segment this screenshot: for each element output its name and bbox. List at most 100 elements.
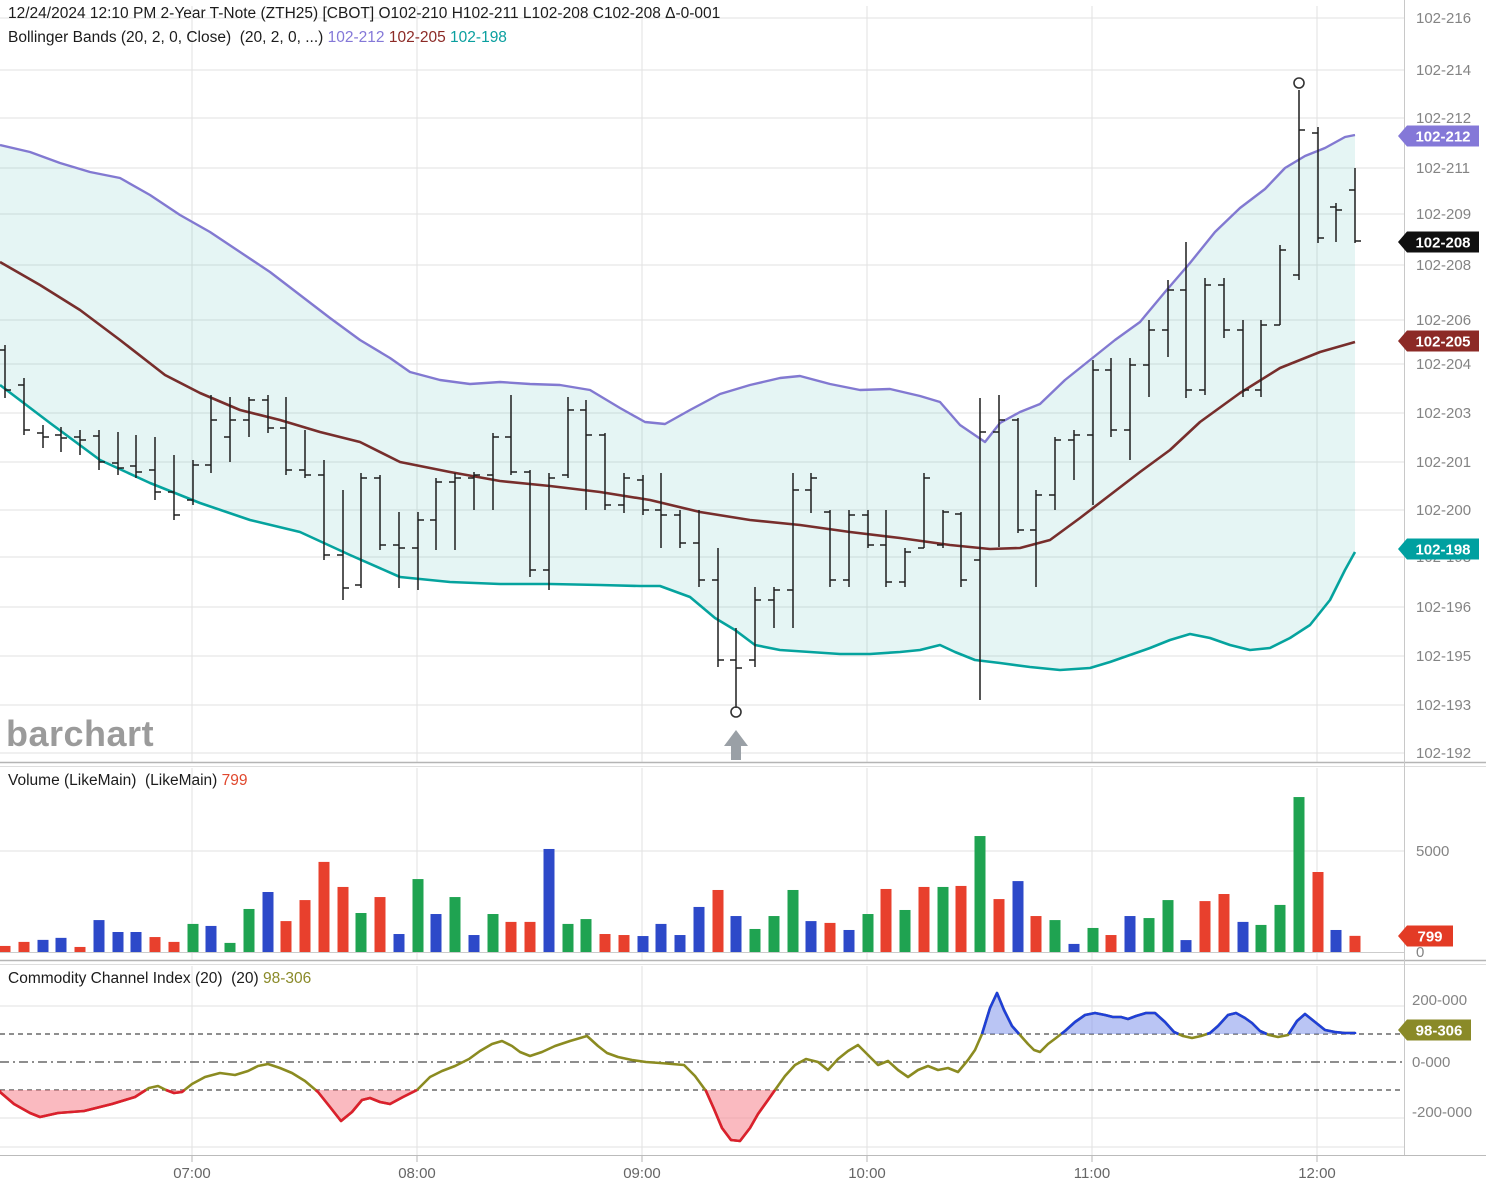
svg-text:102-206: 102-206 [1416,312,1471,329]
volume-bar [430,914,442,952]
volume-label: Volume (LikeMain) (LikeMain) [8,772,222,789]
svg-text:102-200: 102-200 [1416,502,1471,519]
volume-bar [618,935,630,952]
volume-bar [55,937,67,952]
volume-bar [1162,900,1174,952]
volume-bar [149,937,161,952]
volume-bar [280,921,292,952]
volume-bar [37,939,49,952]
volume-bar [1274,904,1286,952]
volume-bar [1030,916,1042,952]
volume-bar [1087,927,1099,952]
svg-text:102-208: 102-208 [1415,235,1470,252]
volume-bar [524,921,536,952]
cci-panel-title[interactable]: Commodity Channel Index (20) (20) 98-306 [8,970,311,988]
volume-bar [843,929,855,952]
volume-bar [93,920,105,952]
svg-text:102-212: 102-212 [1416,110,1471,127]
volume-bar [337,886,349,952]
volume-bar [18,941,30,952]
volume-bar [1312,872,1324,952]
svg-text:102-193: 102-193 [1416,697,1471,714]
up-arrow-annotation [724,730,748,760]
svg-text:200-000: 200-000 [1412,992,1467,1009]
volume-bar [599,934,611,952]
volume-bar [918,886,930,952]
volume-bar [824,922,836,952]
volume-bar [693,906,705,952]
volume-bar [880,888,892,952]
volume-bar [318,861,330,952]
volume-bar [768,916,780,952]
svg-text:102-212: 102-212 [1415,129,1470,146]
volume-bar [712,889,724,952]
volume-bar [0,945,11,952]
volume-bar [899,909,911,952]
volume-bar [112,932,124,952]
chart-header-ohlc: 12/24/2024 12:10 PM 2-Year T-Note (ZTH25… [8,5,721,22]
cci-oversold-fill [315,1090,417,1121]
panel-separators [0,0,1486,1156]
volume-bar [1237,921,1249,952]
volume-bar [168,941,180,952]
volume-bar [224,942,236,952]
price-axis-labels: 102-216 102-214 102-212 102-211 102-209 102-2… [1412,10,1472,1121]
volume-bar [1068,943,1080,952]
volume-bar [412,879,424,952]
svg-text:98-306: 98-306 [1416,1023,1463,1040]
volume-bar [243,908,255,952]
axis-badge: 102-212 [1398,125,1479,147]
volume-panel-title[interactable]: Volume (LikeMain) (LikeMain) 799 [8,772,248,790]
volume-bar [1049,920,1061,952]
cci-plot [0,991,1404,1148]
svg-text:102-201: 102-201 [1416,454,1471,471]
svg-text:12:00: 12:00 [1298,1165,1336,1182]
volume-bar [543,848,555,952]
extreme-price-marker [730,706,742,718]
barchart-watermark-logo: barchart [6,713,155,754]
volume-bar [1255,924,1267,952]
extreme-price-marker [1293,77,1305,89]
bollinger-lower-value: 102-198 [450,29,507,46]
cci-label: Commodity Channel Index (20) (20) [8,970,264,987]
svg-text:-200-000: -200-000 [1412,1104,1472,1121]
svg-text:102-209: 102-209 [1416,206,1471,223]
svg-text:102-216: 102-216 [1416,10,1471,27]
cci-value: 98-306 [263,970,312,987]
svg-text:102-192: 102-192 [1416,745,1471,762]
volume-bar [1330,929,1342,952]
volume-bar [262,892,274,952]
volume-bar [862,914,874,952]
svg-text:102-208: 102-208 [1416,257,1471,274]
cci-overbought-fill [1207,1013,1267,1034]
axis-badge: 102-198 [1398,538,1479,560]
bollinger-upper-value: 102-212 [327,29,385,46]
volume-bar [749,928,761,952]
svg-text:102-204: 102-204 [1416,356,1471,373]
volume-bar [580,919,592,952]
volume-bar [130,932,142,952]
svg-text:07:00: 07:00 [173,1165,211,1182]
axis-badges: 102-212 102-208 102-205 102-198 799 98-306 [1398,125,1479,1041]
volume-bar [355,913,367,952]
volume-bar [1293,797,1305,952]
volume-value: 799 [221,772,248,789]
volume-bar [637,936,649,952]
volume-bar [449,897,461,952]
volume-bar [505,921,517,952]
volume-bar [937,886,949,952]
volume-bar [374,897,386,952]
svg-text:0-000: 0-000 [1412,1054,1450,1071]
volume-bar [1012,881,1024,952]
cci-overbought-fill [1288,1014,1355,1034]
axis-badge: 98-306 [1398,1019,1471,1041]
volume-bar [299,900,311,952]
volume-bar [1199,901,1211,952]
bollinger-header[interactable]: Bollinger Bands (20, 2, 0, Close) (20, 2… [8,29,507,47]
ohlc-bars [0,77,1361,718]
svg-text:799: 799 [1417,929,1442,946]
time-axis-labels: 07:00 08:00 09:00 10:00 11:00 12:00 [173,1165,1336,1182]
bollinger-mid-value: 102-205 [388,29,446,46]
